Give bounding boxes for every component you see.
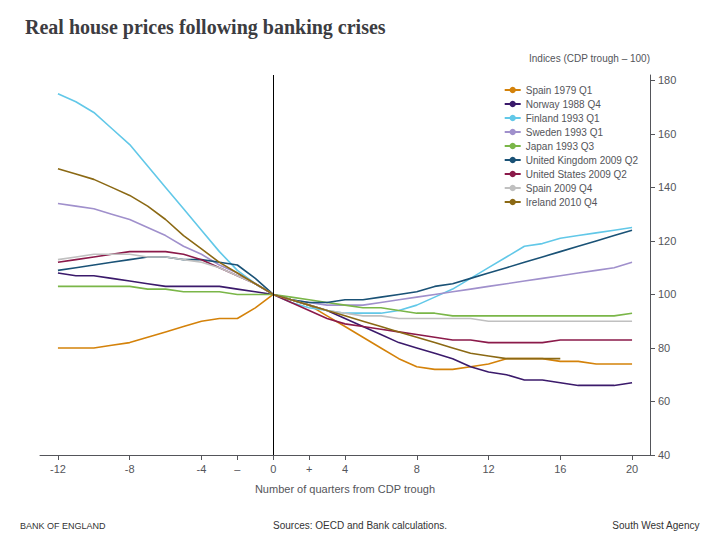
svg-text:Sources: OECD and Bank calcula: Sources: OECD and Bank calculations. [273,520,447,531]
svg-text:Finland 1993 Q1: Finland 1993 Q1 [526,113,600,124]
svg-text:Ireland 2010 Q4: Ireland 2010 Q4 [526,197,598,208]
svg-text:Sweden 1993 Q1: Sweden 1993 Q1 [526,127,604,138]
svg-text:United Kingdom 2009 Q2: United Kingdom 2009 Q2 [526,155,639,166]
svg-text:Spain 2009 Q4: Spain 2009 Q4 [526,183,593,194]
svg-text:100: 100 [658,288,676,300]
svg-text:160: 160 [658,128,676,140]
svg-text:4: 4 [342,463,348,475]
svg-text:Indices (CDP trough – 100): Indices (CDP trough – 100) [529,53,650,64]
svg-text:-4: -4 [197,463,207,475]
svg-text:Japan 1993 Q3: Japan 1993 Q3 [526,141,595,152]
svg-text:Norway 1988 Q4: Norway 1988 Q4 [526,99,601,110]
svg-text:40: 40 [658,449,670,461]
svg-text:Real house prices following ba: Real house prices following banking cris… [25,16,386,39]
svg-text:20: 20 [626,463,638,475]
svg-text:8: 8 [414,463,420,475]
svg-text:+: + [306,463,312,475]
svg-text:12: 12 [482,463,494,475]
svg-text:120: 120 [658,235,676,247]
svg-text:Spain 1979 Q1: Spain 1979 Q1 [526,85,593,96]
svg-text:-8: -8 [125,463,135,475]
svg-text:South West Agency: South West Agency [612,520,699,531]
svg-text:-12: -12 [50,463,66,475]
svg-text:United States 2009 Q2: United States 2009 Q2 [526,169,628,180]
svg-text:–: – [234,463,241,475]
svg-text:180: 180 [658,74,676,86]
svg-text:140: 140 [658,181,676,193]
svg-text:0: 0 [270,463,276,475]
svg-text:80: 80 [658,342,670,354]
svg-text:60: 60 [658,395,670,407]
svg-text:Number of quarters from CDP tr: Number of quarters from CDP trough [255,483,435,495]
svg-text:16: 16 [554,463,566,475]
svg-text:BANK OF ENGLAND: BANK OF ENGLAND [20,521,106,531]
